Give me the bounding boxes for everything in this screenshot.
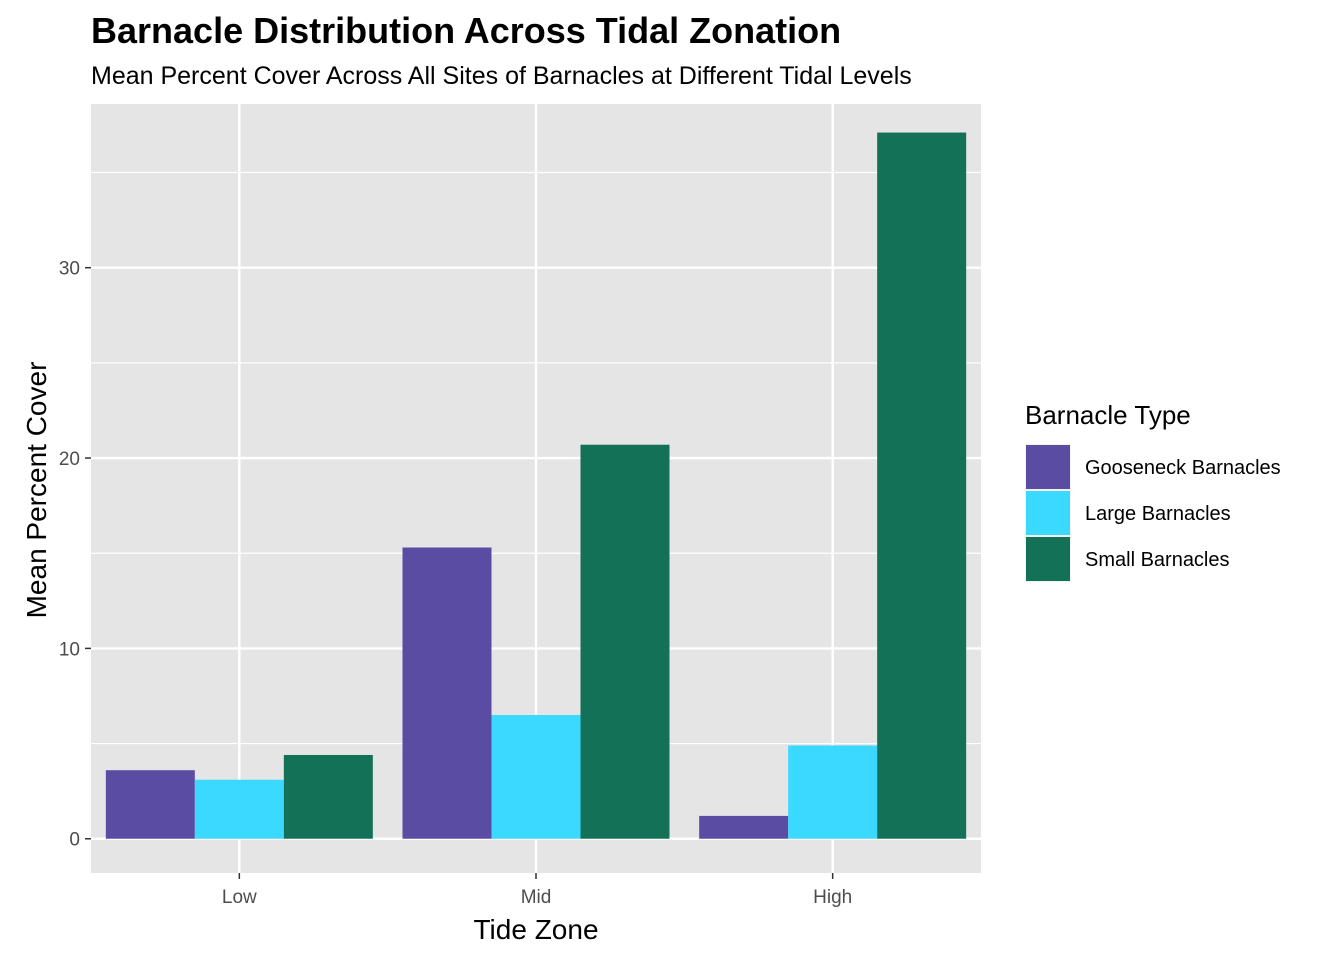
bar bbox=[105, 770, 195, 839]
legend-swatch bbox=[1026, 537, 1070, 581]
legend: Barnacle Type Gooseneck Barnacles Large B… bbox=[1025, 400, 1281, 582]
x-axis: Low Mid High bbox=[222, 873, 852, 908]
legend-label: Gooseneck Barnacles bbox=[1085, 457, 1281, 479]
legend-swatch bbox=[1026, 491, 1070, 535]
bar bbox=[283, 754, 373, 839]
y-axis-title: Mean Percent Cover bbox=[21, 362, 52, 619]
bar bbox=[580, 444, 670, 839]
bar bbox=[788, 745, 878, 839]
bar bbox=[877, 132, 967, 839]
y-tick-label: 30 bbox=[59, 259, 80, 280]
x-tick-label: Mid bbox=[521, 887, 552, 908]
x-tick-label: High bbox=[813, 887, 852, 908]
legend-title: Barnacle Type bbox=[1025, 400, 1191, 430]
x-axis-title: Tide Zone bbox=[473, 914, 598, 945]
bar bbox=[194, 779, 284, 839]
chart-title: Barnacle Distribution Across Tidal Zonat… bbox=[91, 10, 842, 51]
legend-label: Large Barnacles bbox=[1085, 503, 1231, 525]
chart-subtitle: Mean Percent Cover Across All Sites of B… bbox=[91, 62, 912, 90]
y-tick-label: 10 bbox=[59, 639, 80, 660]
legend-label: Small Barnacles bbox=[1085, 549, 1230, 571]
y-tick-label: 0 bbox=[69, 830, 80, 851]
legend-swatch bbox=[1026, 445, 1070, 489]
bar bbox=[402, 547, 492, 839]
y-tick-label: 20 bbox=[59, 449, 80, 470]
bar bbox=[699, 815, 789, 839]
x-tick-label: Low bbox=[222, 887, 257, 908]
bars bbox=[105, 132, 967, 839]
y-axis: 0 10 20 30 bbox=[59, 259, 91, 851]
bar bbox=[491, 715, 581, 839]
